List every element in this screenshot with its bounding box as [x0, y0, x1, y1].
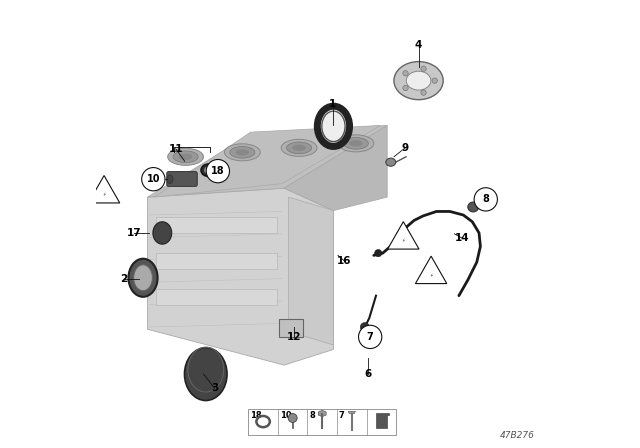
- Circle shape: [474, 188, 497, 211]
- Circle shape: [360, 323, 369, 332]
- Ellipse shape: [153, 222, 172, 244]
- Ellipse shape: [184, 348, 227, 401]
- Text: 14: 14: [455, 233, 470, 243]
- Text: 18: 18: [250, 411, 262, 420]
- Ellipse shape: [129, 259, 157, 297]
- FancyBboxPatch shape: [157, 253, 278, 269]
- Circle shape: [403, 85, 408, 90]
- Text: 3: 3: [211, 383, 218, 393]
- Polygon shape: [348, 411, 355, 414]
- Polygon shape: [376, 413, 390, 428]
- Ellipse shape: [173, 151, 198, 163]
- FancyBboxPatch shape: [248, 409, 396, 435]
- Ellipse shape: [292, 233, 330, 287]
- Text: 10: 10: [280, 411, 291, 420]
- Ellipse shape: [343, 138, 369, 149]
- Polygon shape: [415, 256, 447, 284]
- Polygon shape: [388, 222, 419, 249]
- Polygon shape: [318, 410, 326, 417]
- Polygon shape: [284, 125, 387, 211]
- Polygon shape: [88, 176, 120, 203]
- FancyBboxPatch shape: [279, 319, 303, 337]
- Text: 12: 12: [287, 332, 301, 342]
- Ellipse shape: [338, 135, 374, 152]
- Ellipse shape: [134, 265, 152, 291]
- Ellipse shape: [287, 142, 312, 154]
- Ellipse shape: [204, 167, 213, 174]
- Circle shape: [288, 414, 297, 422]
- Ellipse shape: [386, 158, 396, 166]
- Ellipse shape: [349, 140, 363, 146]
- Ellipse shape: [167, 175, 173, 184]
- Polygon shape: [148, 188, 333, 365]
- Ellipse shape: [225, 144, 260, 161]
- Text: ⚡: ⚡: [402, 238, 405, 243]
- Ellipse shape: [179, 154, 193, 160]
- Text: 2: 2: [120, 274, 127, 284]
- Polygon shape: [289, 197, 333, 345]
- Circle shape: [403, 71, 408, 76]
- Ellipse shape: [292, 145, 306, 151]
- Ellipse shape: [281, 139, 317, 156]
- Text: ⚡: ⚡: [102, 192, 106, 197]
- Text: 8: 8: [309, 411, 315, 420]
- Circle shape: [421, 90, 426, 95]
- Text: 4: 4: [415, 40, 422, 50]
- Circle shape: [432, 78, 437, 83]
- Text: 9: 9: [401, 143, 409, 153]
- Circle shape: [421, 66, 426, 71]
- Ellipse shape: [322, 111, 345, 142]
- Polygon shape: [148, 125, 387, 197]
- Text: 17: 17: [127, 228, 141, 238]
- Ellipse shape: [236, 149, 249, 155]
- Ellipse shape: [394, 61, 443, 100]
- Text: 10: 10: [147, 174, 160, 184]
- Text: 18: 18: [211, 166, 225, 176]
- Ellipse shape: [468, 202, 479, 212]
- FancyBboxPatch shape: [157, 217, 278, 233]
- Text: ⚡: ⚡: [429, 272, 433, 278]
- Text: 7: 7: [367, 332, 374, 342]
- Text: 16: 16: [337, 256, 351, 266]
- Circle shape: [141, 168, 165, 191]
- Text: 11: 11: [168, 144, 183, 154]
- Polygon shape: [154, 125, 380, 197]
- Ellipse shape: [406, 71, 431, 90]
- Text: 8: 8: [483, 194, 489, 204]
- Text: 6: 6: [365, 369, 372, 379]
- Circle shape: [206, 159, 230, 183]
- FancyBboxPatch shape: [167, 172, 197, 186]
- Ellipse shape: [201, 164, 217, 177]
- Text: 47B276: 47B276: [500, 431, 535, 440]
- Circle shape: [358, 325, 382, 349]
- Text: 7: 7: [339, 411, 344, 420]
- Circle shape: [374, 250, 382, 257]
- Ellipse shape: [230, 146, 255, 158]
- Ellipse shape: [168, 148, 204, 165]
- FancyBboxPatch shape: [157, 289, 278, 305]
- Text: 1: 1: [329, 99, 336, 109]
